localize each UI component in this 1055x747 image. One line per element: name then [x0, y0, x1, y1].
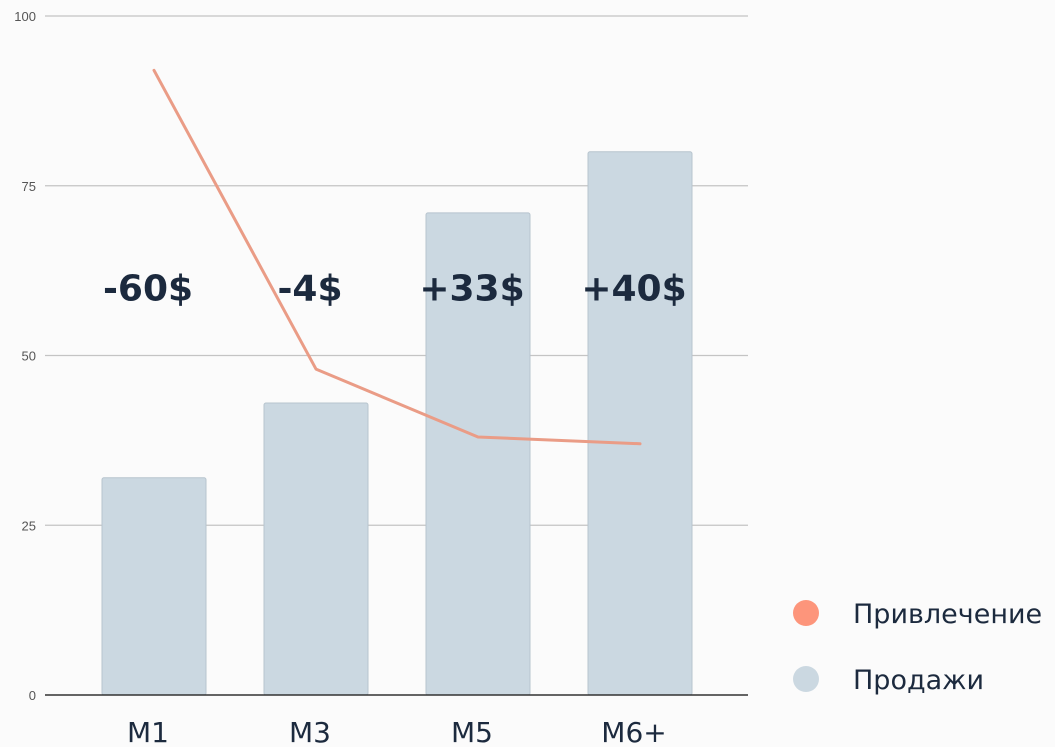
x-tick-label: M5: [451, 716, 493, 747]
x-axis: M1 M3 M5 M6+: [45, 694, 748, 747]
annotation-label: -60$: [103, 269, 193, 310]
x-tick-label: M1: [127, 716, 169, 747]
y-tick-label: 25: [22, 518, 36, 533]
x-tick-label: M3: [289, 716, 331, 747]
legend: Привлечение Продажи: [793, 599, 1042, 696]
annotations-layer: -60$ -4$ +33$ +40$: [103, 269, 687, 310]
annotation-label: +40$: [581, 269, 686, 310]
annotation-label: -4$: [277, 269, 342, 310]
legend-label: Продажи: [853, 665, 984, 696]
annotation-label: +33$: [419, 269, 524, 310]
y-tick-label: 0: [29, 688, 36, 703]
y-tick-label: 75: [22, 179, 36, 194]
bar-M6+: [587, 151, 693, 696]
y-tick-label: 100: [14, 9, 36, 24]
bar-M3: [263, 402, 369, 696]
x-tick-label: M6+: [601, 716, 666, 747]
bar-M1: [101, 477, 207, 696]
legend-label: Привлечение: [853, 599, 1042, 630]
bars-layer: [101, 151, 693, 696]
y-tick-label: 50: [22, 349, 36, 364]
legend-marker: [793, 666, 819, 692]
line-privlechenie: [152, 68, 642, 446]
line-layer: [152, 68, 642, 446]
legend-marker: [793, 600, 819, 626]
